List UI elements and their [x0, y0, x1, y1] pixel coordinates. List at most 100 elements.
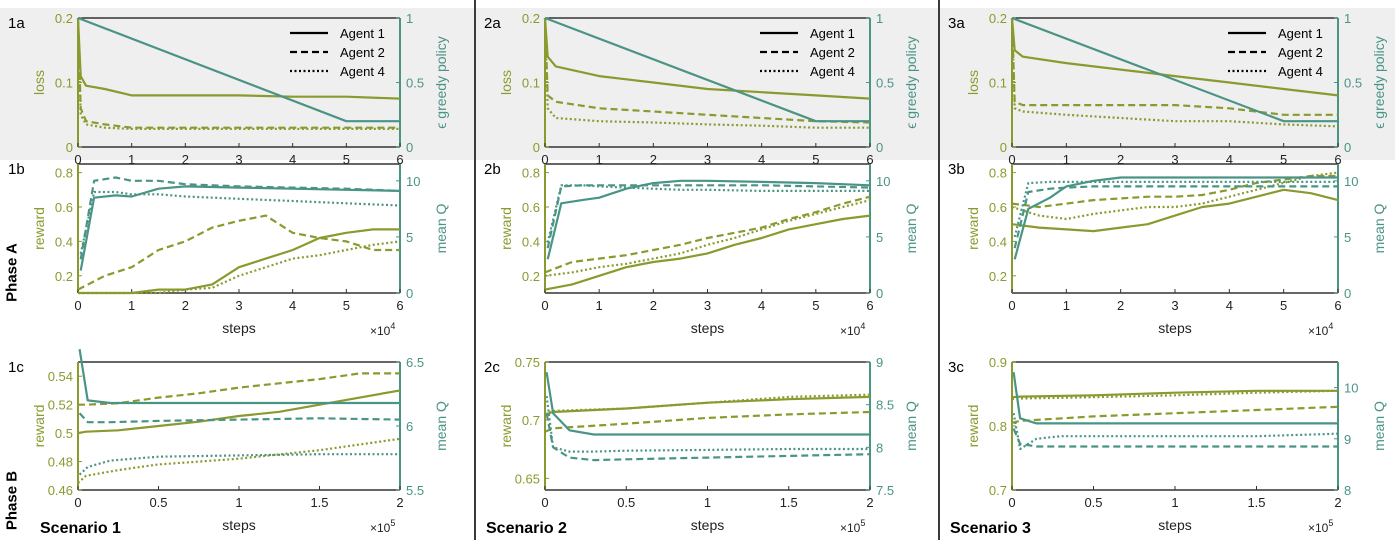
x-axis-exponent-power: 5: [1328, 518, 1333, 528]
y-tick-label-right: 5.5: [406, 483, 424, 498]
y-tick-label-right: 10: [1344, 174, 1358, 189]
x-axis-exponent: ×105: [370, 518, 395, 535]
legend-label: Agent 4: [1278, 64, 1323, 79]
x-tick-label: 2: [866, 495, 873, 510]
y-axis-label-right: mean Q: [903, 203, 919, 253]
panel-label: 1c: [8, 359, 24, 376]
panel-label: 2b: [484, 161, 501, 178]
y-tick-label-left: 0.2: [522, 11, 540, 26]
y-tick-label-left: 0: [1000, 140, 1007, 155]
series-line-left-agent-1: [1011, 389, 1338, 399]
panel-label: 2c: [484, 359, 500, 376]
x-axis-label: steps: [691, 517, 724, 533]
series-line-right-agent-1: [545, 372, 870, 436]
y-axis-label-right: mean Q: [1371, 401, 1387, 451]
x-tick-label: 2: [1117, 152, 1124, 167]
y-tick-label-right: 5: [1344, 230, 1351, 245]
series-line-right-agent-4: [1012, 413, 1339, 451]
scenario-label: Scenario 3: [950, 520, 1031, 537]
legend-label: Agent 4: [810, 64, 855, 79]
y-tick-label-right: 0.5: [406, 76, 424, 91]
x-tick-label: 4: [1226, 152, 1233, 167]
scenario-label: Scenario 2: [486, 520, 567, 537]
series-line-left-agent-2: [78, 372, 400, 406]
y-tick-label-right: 0.5: [876, 76, 894, 91]
series-line-right-agent-1: [79, 185, 401, 271]
y-tick-label-right: 0: [406, 140, 413, 155]
x-axis-exponent-base: ×10: [840, 521, 861, 535]
series-line-right-agent-4: [546, 184, 870, 243]
x-tick-label: 1.5: [1247, 495, 1265, 510]
y-tick-label-left: 0.2: [989, 11, 1007, 26]
x-axis-exponent-base: ×10: [370, 324, 391, 338]
series-line-left-agent-1: [544, 395, 871, 416]
x-tick-label: 1: [704, 495, 711, 510]
series-line-left-agent-4: [76, 17, 400, 130]
series-line-right-agent-1: [1012, 372, 1338, 425]
y-tick-label-left: 0.4: [989, 234, 1007, 249]
series-line-left-agent-2: [1010, 17, 1338, 116]
y-tick-label-right: 0: [406, 286, 413, 301]
series-line-left-agent-4: [544, 199, 871, 277]
y-tick-label-left: 0.6: [522, 200, 540, 215]
y-tick-label-left: 0.54: [48, 369, 73, 384]
x-tick-label: 1.5: [310, 495, 328, 510]
y-tick-label-right: 10: [876, 174, 890, 189]
x-tick-label: 6: [866, 298, 873, 313]
x-tick-label: 3: [1171, 152, 1178, 167]
y-axis-label-left: reward: [965, 207, 981, 250]
x-axis-exponent-power: 5: [390, 518, 395, 528]
y-tick-label-left: 0.6: [55, 200, 73, 215]
y-tick-label-right: 8: [876, 440, 883, 455]
x-tick-label: 0: [1008, 495, 1015, 510]
x-tick-label: 2: [1117, 298, 1124, 313]
x-axis-exponent-power: 4: [1328, 321, 1333, 331]
column-separator-1: [474, 0, 476, 540]
legend-label: Agent 1: [340, 26, 385, 41]
series-line-right-agent-2: [1012, 428, 1338, 448]
y-tick-label-left: 0.48: [48, 455, 73, 470]
chart-panel-1b: 1b 0 1 2 3 4 5 6 0.2 0.4 0.6 0.8 0 5 10 reward mean Q ste…: [8, 161, 449, 338]
y-tick-label-left: 0.9: [989, 355, 1007, 370]
y-axis-label-right: ϵ greedy policy: [433, 36, 449, 129]
series-line-left-agent-2: [544, 410, 871, 433]
y-tick-label-left: 0.8: [55, 166, 73, 181]
x-tick-label: 3: [235, 298, 242, 313]
series-line-right-agent-1: [1013, 176, 1338, 260]
x-tick-label: 6: [1334, 152, 1341, 167]
y-tick-label-right: 0.5: [1344, 76, 1362, 91]
x-tick-label: 0: [74, 152, 81, 167]
series-line-left-agent-2: [76, 17, 400, 129]
x-tick-label: 4: [1226, 298, 1233, 313]
y-tick-label-left: 0.4: [522, 234, 540, 249]
x-tick-label: 1.5: [780, 495, 798, 510]
x-tick-label: 1: [596, 298, 603, 313]
x-axis-exponent: ×105: [1308, 518, 1333, 535]
x-axis-label: steps: [1158, 517, 1191, 533]
x-axis-exponent-base: ×10: [370, 521, 391, 535]
x-tick-label: 0: [1008, 298, 1015, 313]
series-line-right-agent-2: [79, 176, 401, 260]
x-tick-label: 1: [596, 152, 603, 167]
y-tick-label-right: 9: [1344, 432, 1351, 447]
series-line-right-agent-4: [545, 395, 870, 453]
y-tick-label-left: 0.1: [55, 76, 73, 91]
y-tick-label-right: 6: [406, 419, 413, 434]
y-tick-label-left: 0.6: [989, 200, 1007, 215]
series-line-right-agent-4: [1013, 180, 1338, 238]
x-axis-label: steps: [222, 320, 255, 336]
y-tick-label-left: 0.52: [48, 398, 73, 413]
series-line-left-agent-1: [1011, 188, 1339, 233]
series-line-left-agent-4: [1010, 17, 1339, 128]
y-tick-label-left: 0.46: [48, 483, 73, 498]
chart-panel-1c: 1c 0 0.5 1 1.5 2 0.46 0.48 0.5 0.52 0.54 5.5 6 6.5 rew…: [8, 349, 449, 535]
x-tick-label: 5: [1280, 298, 1287, 313]
phase-a-label-box: Phase A: [2, 240, 22, 310]
series-line-left-agent-2: [1011, 405, 1339, 424]
x-axis-exponent-base: ×10: [1308, 521, 1329, 535]
y-tick-label-right: 5: [876, 230, 883, 245]
series-line-right--: [77, 16, 400, 123]
x-tick-label: 6: [396, 152, 403, 167]
